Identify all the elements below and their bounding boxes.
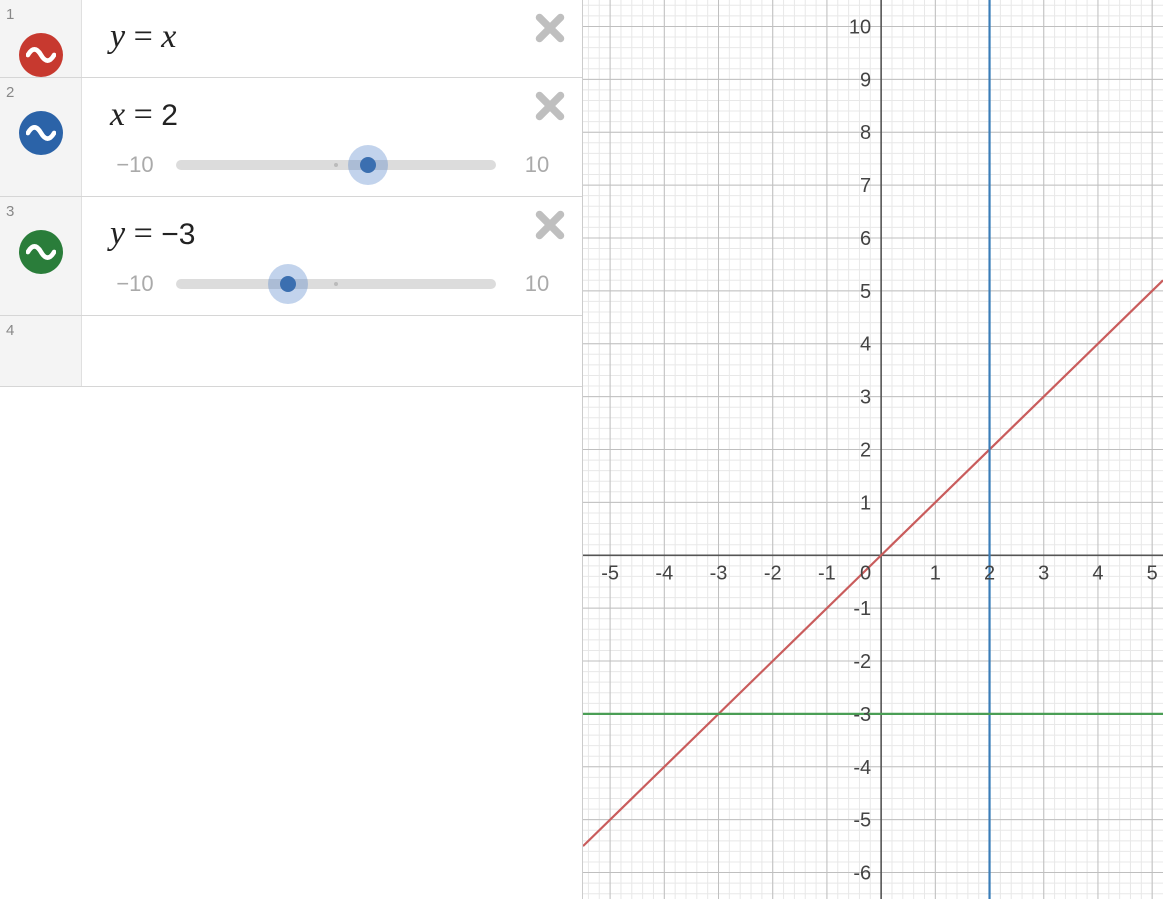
color-badge[interactable] [19, 33, 63, 77]
axis-tick-label: -1 [853, 598, 871, 620]
expression-row[interactable]: 3 y = −3 −10 10 [0, 197, 582, 316]
row-gutter: 2 [0, 78, 82, 196]
expression-body[interactable]: y = x [82, 0, 582, 77]
row-number: 3 [6, 203, 14, 220]
graph-svg[interactable]: -5 -4 -3 -2 -1 1 2 3 4 5 -6 -5 -4 -3 -2 -1 1 2 3 4 5 6 7 8 9 10 0 [583, 0, 1163, 899]
axis-tick-label: -2 [764, 562, 782, 584]
delete-expression-button[interactable] [532, 88, 568, 124]
axis-tick-label: 8 [860, 122, 871, 144]
axis-tick-label: 10 [849, 16, 871, 38]
row-gutter: 3 [0, 197, 82, 315]
slider-thumb[interactable] [280, 276, 296, 292]
axis-tick-label: -6 [853, 863, 871, 885]
axis-tick-label: 1 [860, 492, 871, 514]
row-gutter: 1 [0, 0, 82, 77]
axis-tick-label: 3 [860, 387, 871, 409]
expression-body[interactable] [82, 316, 582, 386]
axis-tick-label: -5 [853, 810, 871, 832]
axis-tick-label: 2 [984, 562, 995, 584]
slider-tick [334, 282, 338, 286]
axis-tick-label: -3 [853, 704, 871, 726]
graph-panel[interactable]: -5 -4 -3 -2 -1 1 2 3 4 5 -6 -5 -4 -3 -2 -1 1 2 3 4 5 6 7 8 9 10 0 [583, 0, 1163, 899]
expression-sidebar: 1 y = x 2 x = 2 −10 10 3 y = −3 −10 10 4 [0, 0, 583, 899]
axis-tick-label: -4 [655, 562, 673, 584]
expression-text[interactable]: x = 2 [110, 96, 562, 134]
row-number: 1 [6, 6, 14, 23]
axis-tick-label: 4 [1092, 562, 1103, 584]
axis-tick-label: 5 [860, 281, 871, 303]
slider-min-label: −10 [110, 271, 160, 297]
expression-row[interactable]: 1 y = x [0, 0, 582, 78]
row-number: 2 [6, 84, 14, 101]
row-number: 4 [6, 322, 14, 339]
axis-tick-label: 7 [860, 175, 871, 197]
axis-tick-label: -4 [853, 757, 871, 779]
color-badge[interactable] [19, 230, 63, 274]
delete-expression-button[interactable] [532, 207, 568, 243]
slider[interactable]: −10 10 [110, 152, 562, 178]
axis-tick-label: 6 [860, 228, 871, 250]
slider-max-label: 10 [512, 152, 562, 178]
axis-tick-label: 0 [860, 562, 871, 584]
slider-track[interactable] [176, 160, 496, 170]
slider[interactable]: −10 10 [110, 271, 562, 297]
expression-text[interactable]: y = −3 [110, 215, 562, 253]
app-root: 1y = x2x = 2−10103y = −3−10104 -5-4-3-2-… [0, 0, 1163, 899]
axis-tick-label: -3 [710, 562, 728, 584]
expression-row[interactable]: 2 x = 2 −10 10 [0, 78, 582, 197]
expression-body[interactable]: x = 2 −10 10 [82, 78, 582, 196]
color-badge[interactable] [19, 111, 63, 155]
axis-tick-label: 9 [860, 69, 871, 91]
axis-tick-label: 1 [930, 562, 941, 584]
expression-row-empty[interactable]: 4 [0, 316, 582, 387]
slider-max-label: 10 [512, 271, 562, 297]
axis-tick-label: 5 [1147, 562, 1158, 584]
slider-thumb[interactable] [360, 157, 376, 173]
axis-tick-label: 3 [1038, 562, 1049, 584]
axis-tick-label: -2 [853, 651, 871, 673]
delete-expression-button[interactable] [532, 10, 568, 46]
expression-body[interactable]: y = −3 −10 10 [82, 197, 582, 315]
axis-tick-label: 2 [860, 440, 871, 462]
slider-tick [334, 163, 338, 167]
expression-text[interactable]: y = x [110, 18, 562, 56]
axis-tick-label: -1 [818, 562, 836, 584]
axis-tick-label: 4 [860, 334, 871, 356]
row-gutter: 4 [0, 316, 82, 386]
slider-min-label: −10 [110, 152, 160, 178]
axis-tick-label: -5 [601, 562, 619, 584]
slider-track[interactable] [176, 279, 496, 289]
